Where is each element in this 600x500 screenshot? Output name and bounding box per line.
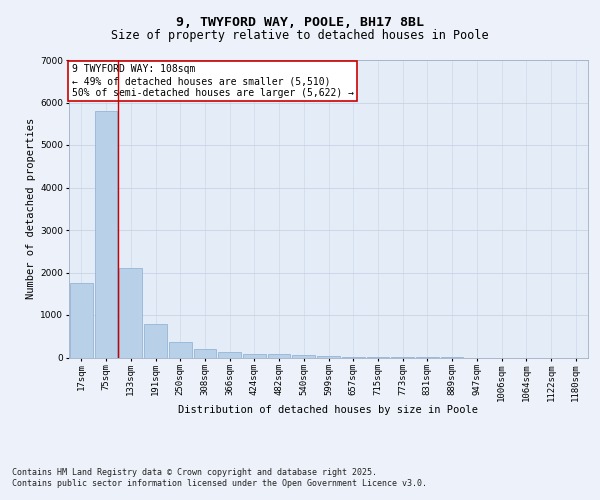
Text: Contains public sector information licensed under the Open Government Licence v3: Contains public sector information licen… <box>12 480 427 488</box>
Text: 9, TWYFORD WAY, POOLE, BH17 8BL: 9, TWYFORD WAY, POOLE, BH17 8BL <box>176 16 424 29</box>
Bar <box>194 349 216 358</box>
Text: Size of property relative to detached houses in Poole: Size of property relative to detached ho… <box>111 28 489 42</box>
Y-axis label: Number of detached properties: Number of detached properties <box>26 118 36 300</box>
Bar <box>268 354 290 358</box>
X-axis label: Distribution of detached houses by size in Poole: Distribution of detached houses by size … <box>179 405 479 415</box>
Bar <box>70 283 93 358</box>
Bar <box>95 111 118 358</box>
Text: 9 TWYFORD WAY: 108sqm
← 49% of detached houses are smaller (5,510)
50% of semi-d: 9 TWYFORD WAY: 108sqm ← 49% of detached … <box>71 64 353 98</box>
Bar <box>218 352 241 358</box>
Text: Contains HM Land Registry data © Crown copyright and database right 2025.: Contains HM Land Registry data © Crown c… <box>12 468 377 477</box>
Bar <box>144 324 167 358</box>
Bar <box>169 342 191 357</box>
Bar <box>292 356 315 358</box>
Bar <box>119 268 142 358</box>
Bar <box>317 356 340 358</box>
Bar <box>243 354 266 358</box>
